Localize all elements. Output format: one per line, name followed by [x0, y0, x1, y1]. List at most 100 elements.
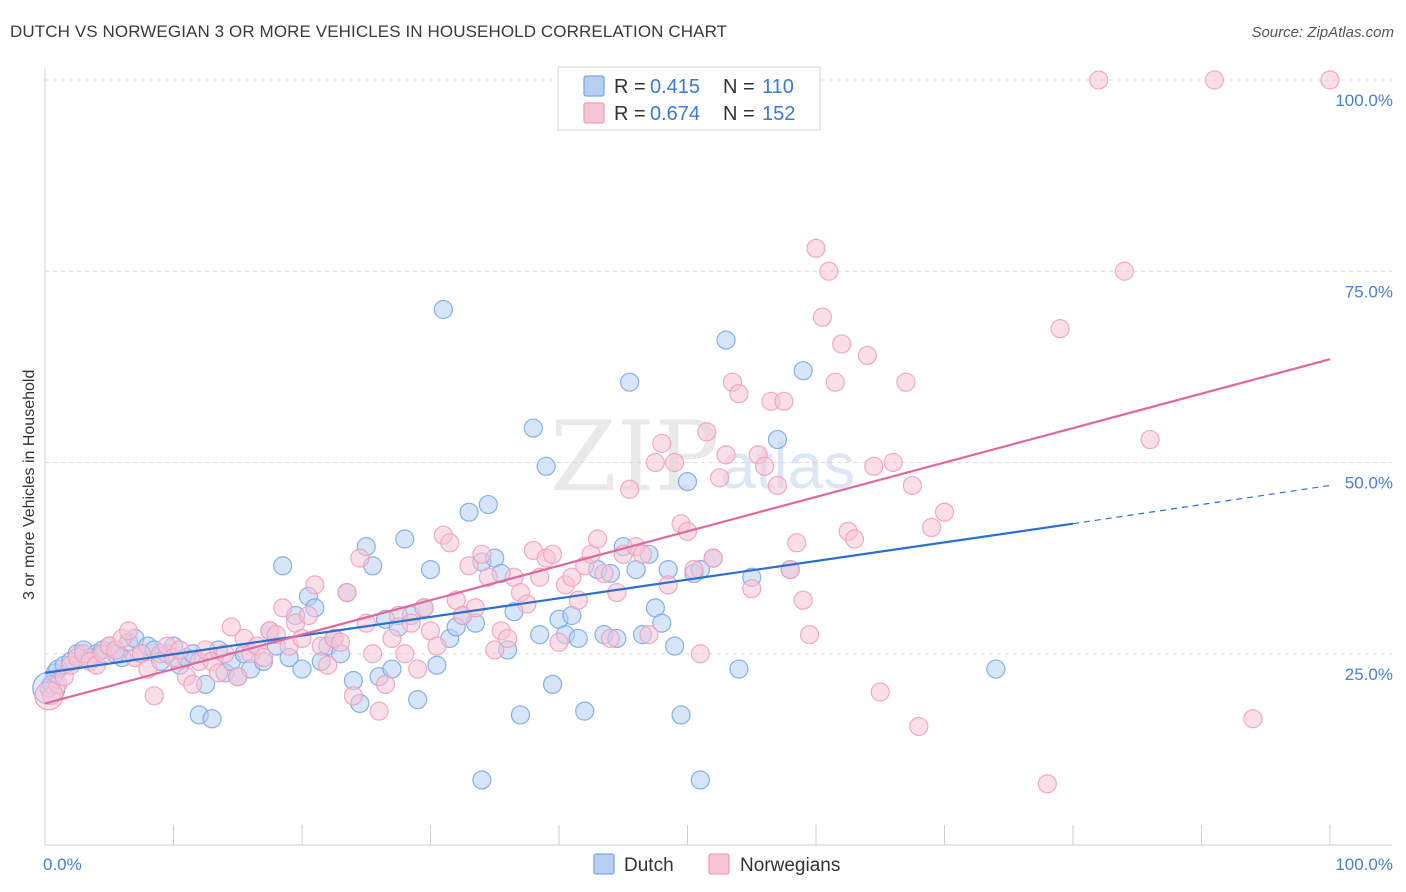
norwegian-point-55	[395, 644, 415, 664]
dutch-point-94	[652, 613, 672, 633]
norwegian-point-122	[832, 334, 852, 354]
norwegian-point-136	[1089, 70, 1109, 90]
dutch-point-76	[530, 625, 550, 645]
norwegian-point-66	[465, 598, 486, 618]
norwegian-point-81	[562, 567, 582, 587]
norwegian-point-105	[716, 445, 736, 465]
norwegian-point-138	[1140, 429, 1160, 450]
norwegian-point-132	[922, 517, 942, 538]
norwegian-point-46	[337, 582, 357, 603]
chart-title: DUTCH VS NORWEGIAN 3 OR MORE VEHICLES IN…	[10, 22, 728, 41]
legend-n-label-2: N =	[723, 103, 755, 125]
norwegian-point-121	[825, 372, 845, 392]
tick-labels: 25.0% 50.0% 75.0% 100.0% 0.0% 100.0%	[43, 91, 1393, 874]
trend-lines	[44, 358, 1331, 705]
norwegian-point-40	[298, 605, 319, 626]
norwegian-point-134	[1037, 774, 1057, 794]
norwegian-point-92	[632, 544, 653, 564]
norwegian-point-86	[594, 563, 614, 584]
dutch-point-60	[420, 559, 441, 580]
norwegian-point-115	[787, 533, 807, 553]
source-credit: Source: ZipAtlas.com	[1251, 24, 1394, 41]
norwegian-cluster-point	[34, 681, 64, 711]
watermark-atlas: atlas	[720, 430, 855, 502]
norwegian-point-117	[799, 625, 820, 645]
norwegian-point-102	[697, 422, 717, 442]
norwegian-point-87	[600, 628, 621, 649]
norwegian-point-45	[330, 632, 351, 652]
bottom-legend-norwegian-label: Norwegians	[740, 855, 840, 876]
norwegian-point-129	[896, 372, 916, 392]
norwegian-point-48	[350, 548, 370, 568]
norwegian-point-29	[228, 667, 248, 687]
norwegian-point-62	[440, 533, 460, 553]
norwegian-point-108	[742, 579, 762, 599]
y-tick-label-2: 75.0%	[1345, 282, 1393, 301]
norwegian-point-15	[138, 659, 158, 679]
norwegian-point-60	[427, 636, 447, 656]
norwegian-point-56	[401, 613, 421, 633]
dutch-point-37	[273, 556, 293, 576]
norwegian-point-53	[382, 628, 402, 649]
norwegian-point-12	[118, 621, 139, 641]
bottom-legend-dutch-label: Dutch	[624, 855, 674, 876]
norwegian-point-140	[1243, 709, 1263, 729]
norwegian-point-69	[485, 640, 505, 660]
dutch-trend-line	[44, 522, 1074, 674]
norwegian-point-68	[478, 567, 498, 587]
legend-dutch-n: 110	[762, 76, 794, 98]
norwegian-point-131	[909, 716, 929, 737]
norwegian-point-113	[774, 391, 794, 411]
dutch-point-102	[716, 330, 736, 350]
y-tick-label-0: 25.0%	[1345, 665, 1393, 684]
norwegian-point-16	[144, 686, 164, 706]
norwegian-point-20	[170, 640, 190, 660]
legend-n-label: N =	[723, 76, 755, 98]
dutch-point-75	[523, 418, 543, 438]
norwegian-point-110	[754, 456, 775, 476]
norwegian-point-130	[902, 475, 922, 496]
dutch-point-58	[408, 690, 428, 710]
dutch-point-103	[729, 659, 749, 679]
norwegian-point-90	[620, 479, 640, 499]
y-axis-label: 3 or more Vehicles in Household	[21, 370, 38, 600]
norwegian-point-41	[305, 575, 325, 595]
norwegian-point-47	[343, 686, 363, 706]
norwegian-point-120	[819, 261, 839, 281]
norwegian-point-103	[703, 548, 723, 568]
dutch-point-61	[427, 655, 447, 675]
legend-norwegian-r: 0.674	[650, 103, 700, 125]
norwegian-point-112	[767, 475, 788, 496]
bottom-legend-norwegian-swatch	[708, 853, 730, 875]
legend-r-label-2: R =	[614, 103, 646, 125]
norwegian-point-71	[498, 628, 518, 649]
dutch-point-77	[536, 456, 556, 476]
dutch-point-109	[472, 770, 492, 790]
dutch-point-74	[510, 705, 531, 725]
dutch-point-108	[986, 659, 1006, 679]
dutch-point-27	[202, 709, 222, 729]
legend-dutch-r: 0.415	[650, 76, 700, 98]
norwegian-point-97	[665, 452, 685, 473]
legend-norwegian-swatch	[583, 102, 605, 124]
dutch-point-96	[665, 636, 685, 656]
dutch-point-62	[433, 299, 453, 320]
norwegian-point-141	[1320, 70, 1340, 90]
norwegian-point-33	[253, 647, 274, 668]
norwegian-point-104	[710, 468, 730, 488]
legend-norwegian-n: 152	[762, 103, 795, 125]
dutch-point-40	[292, 659, 312, 679]
norwegian-point-57	[408, 659, 428, 679]
norwegian-point-28	[221, 617, 241, 637]
axes	[44, 68, 1392, 846]
norwegian-point-96	[658, 575, 678, 595]
norwegian-point-125	[857, 345, 878, 365]
dutch-point-82	[568, 628, 588, 649]
norwegian-point-43	[318, 655, 338, 675]
norwegian-point-67	[472, 544, 492, 564]
x-tick-label-max: 100.0%	[1335, 855, 1393, 874]
norwegian-point-26	[208, 663, 229, 683]
norwegian-point-107	[729, 384, 749, 404]
y-tick-label-1: 50.0%	[1345, 474, 1393, 493]
bottom-legend-dutch-swatch	[593, 853, 615, 875]
